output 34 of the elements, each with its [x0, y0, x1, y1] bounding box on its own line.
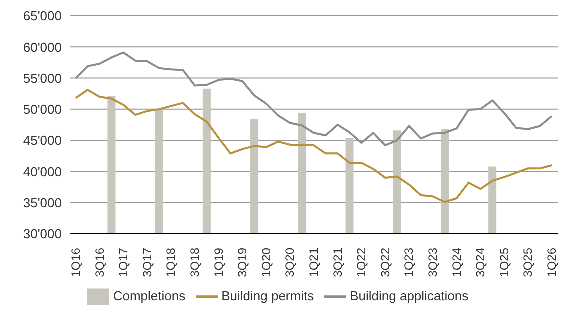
x-tick-label: 1Q26 — [545, 248, 560, 278]
x-tick-label: 1Q21 — [307, 248, 321, 278]
line-series — [74, 89, 554, 204]
x-tick-label: 3Q17 — [140, 248, 154, 278]
x-tick-label: 3Q22 — [378, 248, 392, 278]
y-tick-label: 35'000 — [23, 195, 62, 210]
x-tick-label: 3Q20 — [283, 248, 298, 278]
y-tick-label: 40'000 — [23, 164, 62, 180]
y-tick-label: 45'000 — [23, 133, 62, 148]
y-tick-label: 55'000 — [23, 70, 62, 86]
x-tick-label: 1Q19 — [212, 248, 226, 278]
legend-label: Building permits — [222, 288, 314, 304]
x-tick-label: 1Q20 — [259, 248, 274, 278]
x-tick-label: 1Q18 — [164, 248, 178, 278]
y-tick-label: 65'000 — [23, 8, 62, 24]
x-tick-label: 1Q17 — [116, 248, 131, 278]
x-tick-label: 1Q23 — [402, 248, 416, 278]
x-tick-label: 3Q21 — [330, 248, 345, 278]
x-tick-label: 3Q25 — [521, 248, 536, 278]
x-tick-label: 1Q22 — [354, 248, 369, 278]
x-tick-label: 3Q16 — [92, 248, 107, 278]
legend-label: Building applications — [350, 288, 469, 304]
line-series — [74, 52, 554, 147]
x-tick-label: 1Q24 — [450, 248, 464, 278]
x-tick-label: 3Q23 — [426, 248, 440, 278]
y-tick-label: 50'000 — [23, 102, 62, 118]
legend-label: Completions — [113, 288, 186, 304]
x-tick-label: 1Q25 — [497, 248, 512, 278]
y-tick-label: 60'000 — [23, 40, 62, 55]
x-tick-label: 3Q18 — [188, 248, 202, 278]
x-tick-label: 3Q24 — [474, 248, 488, 278]
x-tick-label: 1Q16 — [68, 248, 83, 278]
y-tick-label: 30'000 — [23, 226, 62, 242]
x-tick-label: 3Q19 — [236, 248, 250, 278]
